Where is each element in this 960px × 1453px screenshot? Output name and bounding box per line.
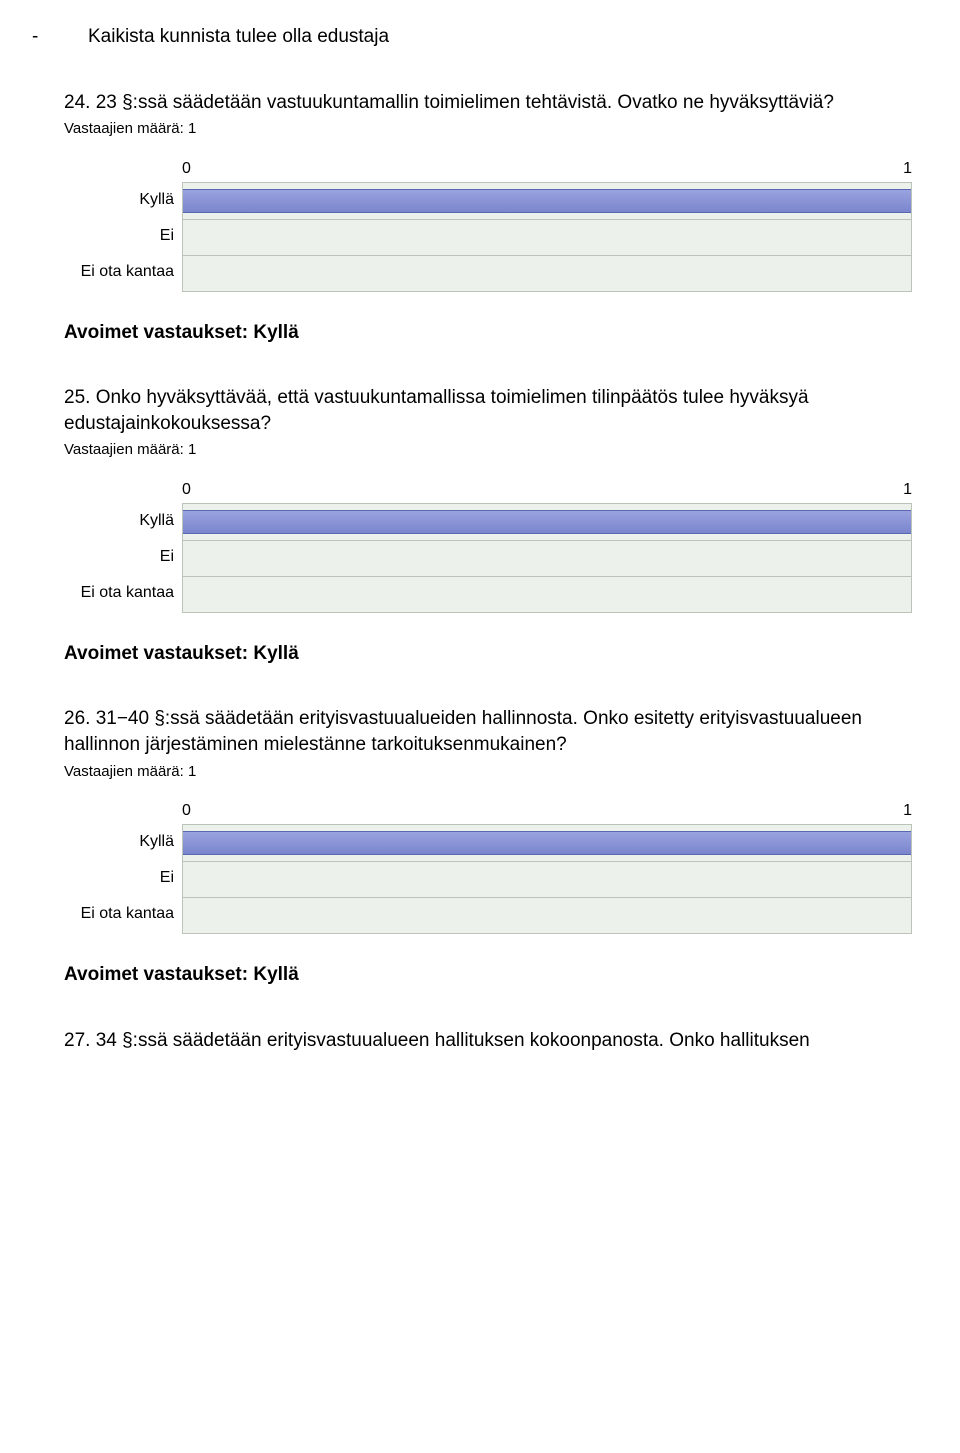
bar — [183, 189, 911, 213]
bar-row — [183, 504, 911, 540]
question-section: 24. 23 §:ssä säädetään vastuukuntamallin… — [64, 90, 912, 346]
question-text: 26. 31−40 §:ssä säädetään erityisvastuua… — [64, 706, 912, 757]
open-answers-label: Avoimet vastaukset: Kyllä — [64, 320, 912, 346]
open-answers-label: Avoimet vastaukset: Kyllä — [64, 962, 912, 988]
question-text: 25. Onko hyväksyttävää, että vastuukunta… — [64, 385, 912, 436]
question-text: 24. 23 §:ssä säädetään vastuukuntamallin… — [64, 90, 912, 116]
bar — [183, 510, 911, 534]
bar-row — [183, 861, 911, 897]
bullet-dash: - — [32, 24, 88, 50]
bar-row — [183, 183, 911, 219]
respondents-label: Vastaajien määrä: 1 — [64, 440, 912, 460]
bullet-text: Kaikista kunnista tulee olla edustaja — [88, 24, 389, 50]
chart-category-label: Kyllä — [64, 824, 182, 860]
chart-category-label: Ei ota kantaa — [64, 896, 182, 932]
bar-row — [183, 255, 911, 291]
bar-row — [183, 897, 911, 933]
bar-row — [183, 576, 911, 612]
bar — [183, 831, 911, 855]
axis-tick-max: 1 — [903, 158, 912, 180]
axis-tick-max: 1 — [903, 800, 912, 822]
respondents-label: Vastaajien määrä: 1 — [64, 119, 912, 139]
open-answers-label: Avoimet vastaukset: Kyllä — [64, 641, 912, 667]
bar-row — [183, 219, 911, 255]
bar-chart: 0 1 KylläEiEi ota kantaa — [64, 158, 912, 292]
question-section: 26. 31−40 §:ssä säädetään erityisvastuua… — [64, 706, 912, 987]
bar-row — [183, 540, 911, 576]
axis-tick-min: 0 — [182, 158, 191, 180]
axis-tick-min: 0 — [182, 800, 191, 822]
chart-category-label: Ei — [64, 218, 182, 254]
final-question: 27. 34 §:ssä säädetään erityisvastuualue… — [64, 1028, 912, 1054]
bar-chart: 0 1 KylläEiEi ota kantaa — [64, 479, 912, 613]
axis-tick-min: 0 — [182, 479, 191, 501]
bullet-line: - Kaikista kunnista tulee olla edustaja — [64, 24, 912, 50]
bar-row — [183, 825, 911, 861]
axis-tick-max: 1 — [903, 479, 912, 501]
chart-category-label: Ei — [64, 860, 182, 896]
bar-chart: 0 1 KylläEiEi ota kantaa — [64, 800, 912, 934]
chart-category-label: Ei ota kantaa — [64, 254, 182, 290]
chart-category-label: Kyllä — [64, 182, 182, 218]
chart-category-label: Ei — [64, 539, 182, 575]
chart-category-label: Kyllä — [64, 503, 182, 539]
question-section: 25. Onko hyväksyttävää, että vastuukunta… — [64, 385, 912, 666]
chart-category-label: Ei ota kantaa — [64, 575, 182, 611]
sections-root: 24. 23 §:ssä säädetään vastuukuntamallin… — [64, 90, 912, 988]
respondents-label: Vastaajien määrä: 1 — [64, 762, 912, 782]
